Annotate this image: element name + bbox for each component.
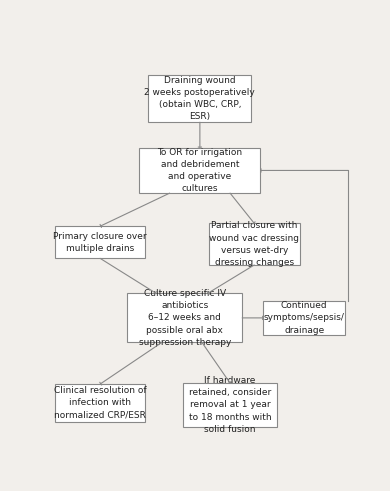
FancyBboxPatch shape bbox=[263, 301, 345, 335]
FancyBboxPatch shape bbox=[55, 226, 145, 258]
FancyBboxPatch shape bbox=[140, 148, 261, 193]
FancyBboxPatch shape bbox=[55, 384, 145, 422]
Text: Culture specific IV
antibiotics
6–12 weeks and
possible oral abx
suppression the: Culture specific IV antibiotics 6–12 wee… bbox=[138, 289, 231, 347]
Text: Primary closure over
multiple drains: Primary closure over multiple drains bbox=[53, 232, 147, 253]
Text: Partial closure with
wound vac dressing
versus wet-dry
dressing changes: Partial closure with wound vac dressing … bbox=[209, 221, 299, 267]
FancyBboxPatch shape bbox=[149, 75, 251, 122]
Text: Draining wound
2 weeks postoperatively
(obtain WBC, CRP,
ESR): Draining wound 2 weeks postoperatively (… bbox=[145, 76, 255, 121]
FancyBboxPatch shape bbox=[127, 293, 242, 343]
Text: If hardware
retained, consider
removal at 1 year
to 18 months with
solid fusion: If hardware retained, consider removal a… bbox=[189, 376, 271, 434]
Text: To OR for irrigation
and debridement
and operative
cultures: To OR for irrigation and debridement and… bbox=[157, 148, 243, 193]
Text: Clinical resolution of
infection with
normalized CRP/ESR: Clinical resolution of infection with no… bbox=[54, 386, 147, 420]
FancyBboxPatch shape bbox=[209, 223, 300, 265]
Text: Continued
symptoms/sepsis/
drainage: Continued symptoms/sepsis/ drainage bbox=[264, 301, 345, 334]
FancyBboxPatch shape bbox=[183, 383, 277, 427]
